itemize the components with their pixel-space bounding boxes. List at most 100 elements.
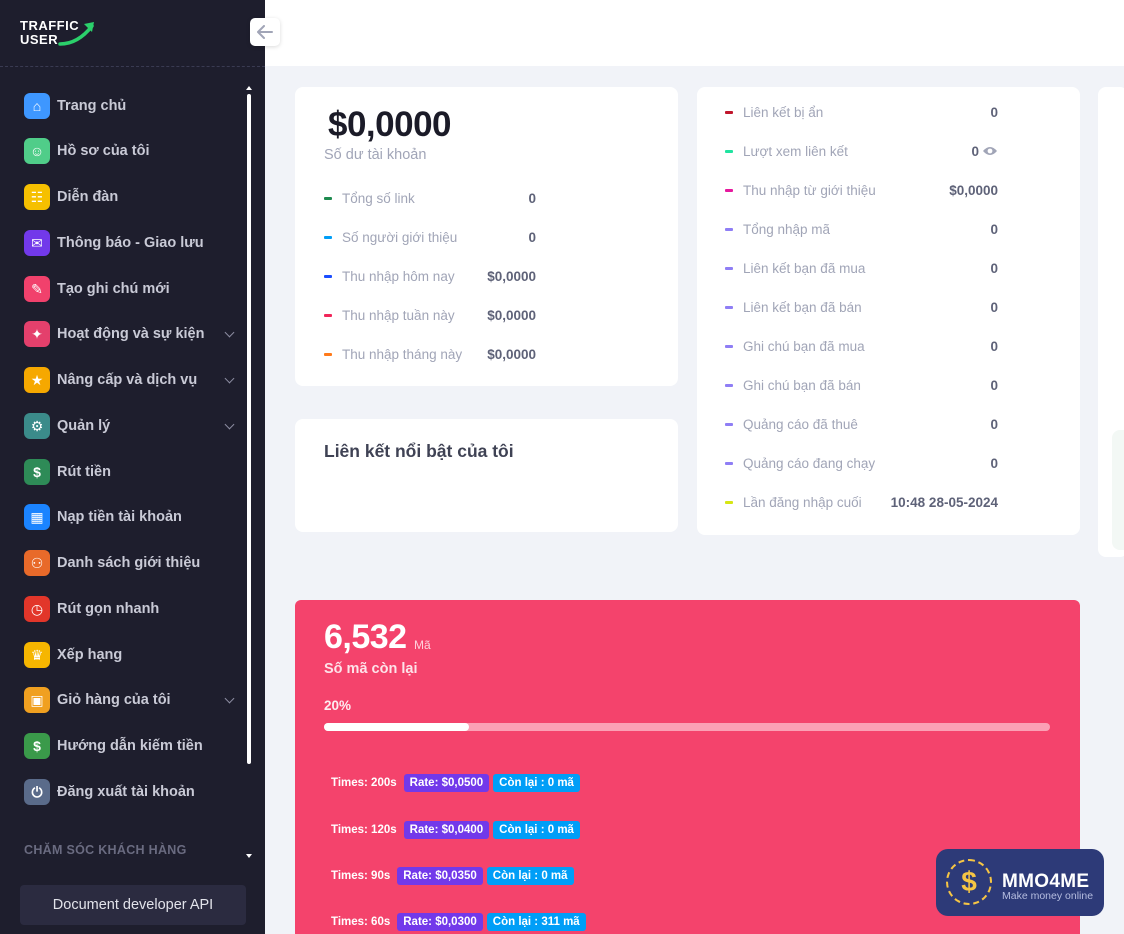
remaining-badge: Còn lại : 0 mã	[493, 821, 580, 839]
note-icon: ✎	[24, 276, 50, 302]
sidebar-item-label: Rút tiền	[57, 464, 111, 480]
stat-value: 0	[990, 260, 998, 276]
stat-value: 0	[528, 229, 536, 245]
stat-label: Thu nhập hôm nay	[342, 268, 455, 284]
stat-label: Tổng nhập mã	[743, 221, 831, 237]
bullet-dash	[324, 235, 332, 239]
sidebar-item-label: Đăng xuất tài khoản	[57, 784, 195, 800]
watermark-subtitle: Make money online	[1002, 890, 1094, 902]
stat-label: Liên kết bạn đã bán	[743, 299, 862, 315]
money-guide-icon: $	[24, 733, 50, 759]
bullet-dash	[725, 149, 733, 153]
remaining-badge: Còn lại : 0 mã	[486, 867, 574, 885]
partial-card-right-inner	[1112, 430, 1124, 550]
sidebar-divider	[0, 66, 265, 67]
sidebar-item-0[interactable]: ⌂ Trang chủ	[24, 91, 239, 121]
sidebar-item-15[interactable]: ⏻ Đăng xuất tài khoản	[24, 777, 239, 807]
stat-value: 0	[990, 455, 998, 471]
sidebar-item-3[interactable]: ✉ Thông báo - Giao lưu	[24, 228, 239, 258]
stat-label: Thu nhập từ giới thiệu	[743, 182, 876, 198]
stat-value: 0	[990, 299, 998, 315]
upgrade-icon: ★	[24, 367, 50, 393]
codes-label: Số mã còn lại	[324, 661, 418, 677]
sidebar-item-12[interactable]: ♛ Xếp hạng	[24, 640, 239, 670]
rate-row: Times: 90s Rate: $0,0350 Còn lại : 0 mã	[331, 866, 574, 886]
balance-label: Số dư tài khoản	[324, 147, 427, 163]
bullet-dash	[725, 110, 733, 114]
stat-label: Quảng cáo đã thuê	[743, 416, 858, 432]
balance-stat-row: Thu nhập tuần này $0,0000	[324, 305, 536, 325]
sidebar-item-13[interactable]: ▣ Giỏ hàng của tôi	[24, 685, 239, 715]
bullet-dash	[324, 313, 332, 317]
sidebar-item-5[interactable]: ✦ Hoạt động và sự kiện	[24, 319, 239, 349]
sidebar-item-8[interactable]: $ Rút tiền	[24, 457, 239, 487]
document-api-button[interactable]: Document developer API	[20, 885, 246, 925]
balance-stat-row: Tổng số link 0	[324, 188, 536, 208]
remaining-badge: Còn lại : 0 mã	[493, 774, 580, 792]
stat-value: 0	[971, 143, 979, 159]
scrollbar-thumb[interactable]	[247, 94, 251, 764]
bullet-dash	[725, 344, 733, 348]
sidebar-item-7[interactable]: ⚙ Quản lý	[24, 411, 239, 441]
sidebar-item-label: Rút gọn nhanh	[57, 601, 160, 617]
sidebar-item-2[interactable]: ☷ Diễn đàn	[24, 182, 239, 212]
bullet-dash	[725, 500, 733, 504]
balance-stat-row: Số người giới thiệu 0	[324, 227, 536, 247]
rate-times: Times: 90s	[331, 870, 391, 882]
chevron-down-icon[interactable]	[224, 327, 235, 338]
arrow-left-icon	[257, 25, 273, 39]
withdraw-icon: $	[24, 459, 50, 485]
sidebar-item-4[interactable]: ✎ Tạo ghi chú mới	[24, 274, 239, 304]
sidebar-item-label: Hoạt động và sự kiện	[57, 326, 205, 342]
traffic-user-logo[interactable]: TRAFFIC USER	[18, 16, 108, 50]
stat-value: $0,0000	[487, 268, 536, 284]
stat-value: 0	[990, 221, 998, 237]
account-stat-row: Quảng cáo đang chạy 0	[725, 453, 998, 473]
stat-label: Liên kết bị ẩn	[743, 104, 824, 120]
sidebar-item-1[interactable]: ☺ Hồ sơ của tôi	[24, 136, 239, 166]
codes-progress-fill	[324, 723, 470, 731]
sidebar-item-11[interactable]: ◷ Rút gọn nhanh	[24, 594, 239, 624]
chevron-down-icon[interactable]	[224, 419, 235, 430]
stat-label: Liên kết bạn đã mua	[743, 260, 866, 276]
featured-links-title: Liên kết nổi bật của tôi	[324, 441, 514, 461]
account-stat-row: Ghi chú bạn đã bán 0	[725, 375, 998, 395]
referral-icon: ⚇	[24, 550, 50, 576]
bullet-dash	[725, 188, 733, 192]
sidebar-item-9[interactable]: ▦ Nạp tiền tài khoản	[24, 502, 239, 532]
forum-icon: ☷	[24, 184, 50, 210]
sidebar-item-label: Xếp hạng	[57, 647, 123, 663]
rate-badge: Rate: $0,0400	[403, 821, 490, 839]
bullet-dash	[324, 274, 332, 278]
stat-value: 0	[990, 416, 998, 432]
sidebar-item-14[interactable]: $ Hướng dẫn kiếm tiền	[24, 731, 239, 761]
logo-arrow-icon	[58, 22, 94, 46]
stat-label: Thu nhập tuần này	[342, 307, 455, 323]
sidebar-collapse-button[interactable]	[250, 18, 280, 46]
rate-badge: Rate: $0,0350	[397, 867, 483, 885]
scroll-up-arrow-icon[interactable]	[246, 86, 252, 90]
stat-value: 10:48 28-05-2024	[890, 494, 998, 510]
account-stat-row: Thu nhập từ giới thiệu $0,0000	[725, 180, 998, 200]
scroll-down-arrow-icon[interactable]	[246, 854, 252, 858]
rate-times: Times: 200s	[331, 777, 397, 789]
chevron-down-icon[interactable]	[224, 693, 235, 704]
bank-icon: ▦	[24, 504, 50, 530]
balance-card: $0,0000 Số dư tài khoản Tổng số link 0 Số …	[295, 87, 678, 386]
manage-icon: ⚙	[24, 413, 50, 439]
event-icon: ✦	[24, 321, 50, 347]
sidebar-item-10[interactable]: ⚇ Danh sách giới thiệu	[24, 548, 239, 578]
sidebar: TRAFFIC USER ⌂ Trang chủ ☺ Hồ sơ của tôi ☷ Di…	[0, 0, 265, 934]
account-stat-row: Liên kết bạn đã bán 0	[725, 297, 998, 317]
codes-progress-bar	[324, 723, 1050, 731]
stat-value: 0	[990, 377, 998, 393]
account-stats-card: Liên kết bị ẩn 0 Lượt xem liên kết 0 Thu nhậ…	[697, 87, 1080, 535]
sidebar-item-label: Danh sách giới thiệu	[57, 555, 201, 571]
chevron-down-icon[interactable]	[224, 373, 235, 384]
sidebar-item-6[interactable]: ★ Nâng cấp và dịch vụ	[24, 365, 239, 395]
account-stat-row: Liên kết bị ẩn 0	[725, 102, 998, 122]
stat-value: 0	[990, 104, 998, 120]
bullet-dash	[725, 461, 733, 465]
mmo4me-watermark[interactable]: $ MMO4ME Make money online	[936, 849, 1104, 916]
sidebar-scrollbar[interactable]	[246, 86, 252, 868]
